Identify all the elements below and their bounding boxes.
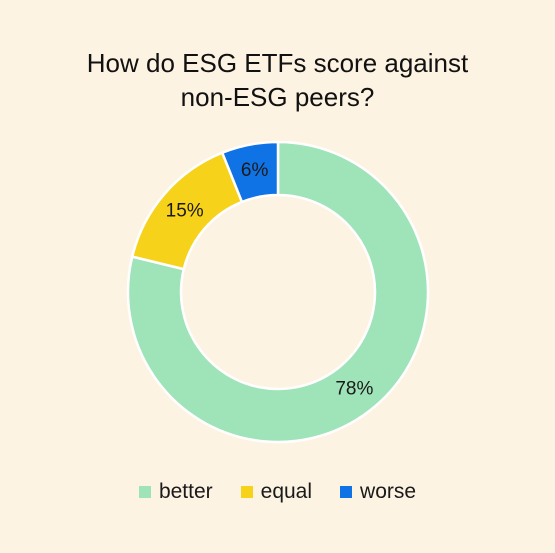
chart-legend: better equal worse xyxy=(0,480,555,504)
legend-swatch-worse xyxy=(340,486,353,498)
donut-labels: 78% 15% 6% xyxy=(166,160,374,399)
legend-item-worse: worse xyxy=(340,480,416,504)
chart-title: How do ESG ETFs score against non-ESG pe… xyxy=(0,46,555,114)
legend-swatch-equal xyxy=(240,486,253,498)
donut-slice-worse xyxy=(221,140,280,204)
chart-title-line-1: How do ESG ETFs score against xyxy=(86,48,469,78)
chart-title-line-2: non-ESG peers? xyxy=(180,82,375,112)
legend-label-equal: equal xyxy=(260,480,313,503)
legend-swatch-better xyxy=(138,486,151,498)
slice-label-better: 78% xyxy=(335,379,373,400)
slice-label-equal: 15% xyxy=(166,201,204,222)
slice-label-worse: 6% xyxy=(241,160,269,181)
legend-label-worse: worse xyxy=(360,480,417,503)
legend-item-equal: equal xyxy=(240,480,313,504)
donut-slices xyxy=(126,140,430,444)
legend-label-better: better xyxy=(158,480,213,503)
legend-item-better: better xyxy=(138,480,213,504)
donut-slice-better xyxy=(126,140,430,444)
